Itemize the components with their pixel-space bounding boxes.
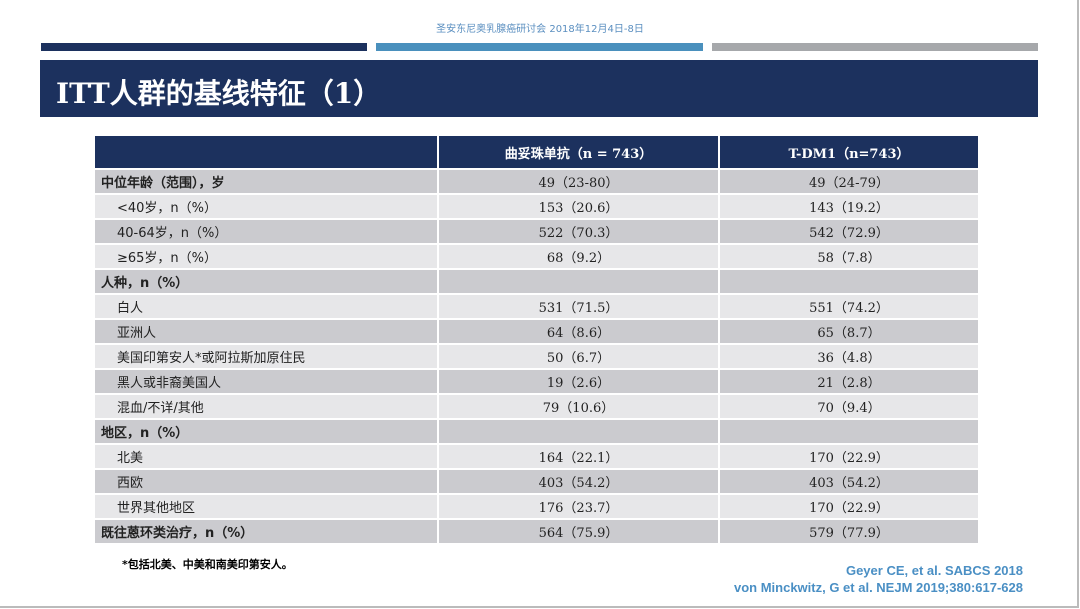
accent-bar-1	[41, 43, 367, 51]
row-label: ≥65岁，n（%）	[95, 243, 438, 269]
table-row: 西欧 403（54.2） 403（54.2）	[95, 468, 978, 494]
row-label: 北美	[95, 443, 438, 469]
trastuzumab-value: 64（8.6）	[437, 318, 719, 344]
row-label: 混血/不详/其他	[95, 393, 438, 419]
trastuzumab-value: 522（70.3）	[437, 218, 719, 244]
trastuzumab-value	[437, 268, 719, 294]
table-row: 世界其他地区 176（23.7） 170（22.9）	[95, 493, 978, 519]
table-row: 地区，n（%）	[95, 418, 978, 444]
col-header-label	[95, 136, 438, 169]
table-row: <40岁，n（%） 153（20.6） 143（19.2）	[95, 193, 978, 219]
tdm1-value: 49（24-79）	[718, 168, 978, 194]
row-label: 地区，n（%）	[95, 418, 438, 444]
conference-header: 圣安东尼奥乳腺癌研讨会 2018年12月4日-8日	[436, 24, 644, 35]
slide-title: ITT人群的基线特征（1）	[56, 77, 382, 110]
trastuzumab-value: 176（23.7）	[437, 493, 719, 519]
footnote: *包括北美、中美和南美印第安人。	[122, 558, 293, 571]
table-row: 白人 531（71.5） 551（74.2）	[95, 293, 978, 319]
trastuzumab-value: 50（6.7）	[437, 343, 719, 369]
row-label: 美国印第安人*或阿拉斯加原住民	[95, 343, 438, 369]
table-row: 既往蒽环类治疗，n（%） 564（75.9） 579（77.9）	[95, 518, 978, 543]
tdm1-value: 58（7.8）	[718, 243, 978, 269]
tdm1-value: 143（19.2）	[718, 193, 978, 219]
row-label: 人种，n（%）	[95, 268, 438, 294]
trastuzumab-value: 531（71.5）	[437, 293, 719, 319]
trastuzumab-value: 49（23-80）	[437, 168, 719, 194]
table-row: 亚洲人 64（8.6） 65（8.7）	[95, 318, 978, 344]
tdm1-value: 579（77.9）	[718, 518, 978, 543]
table-row: 美国印第安人*或阿拉斯加原住民 50（6.7） 36（4.8）	[95, 343, 978, 369]
accent-bar-3	[712, 43, 1038, 51]
table-row: 40-64岁，n（%） 522（70.3） 542（72.9）	[95, 218, 978, 244]
row-label: 既往蒽环类治疗，n（%）	[95, 518, 438, 543]
table-row: 黑人或非裔美国人 19（2.6） 21（2.8）	[95, 368, 978, 394]
table-header: 曲妥珠单抗（n = 743） T-DM1（n=743）	[95, 136, 978, 169]
row-label: 中位年龄（范围），岁	[95, 168, 438, 194]
accent-bar-2	[376, 43, 703, 51]
table-row: 中位年龄（范围），岁 49（23-80） 49（24-79）	[95, 168, 978, 194]
trastuzumab-value	[437, 418, 719, 444]
table-row: ≥65岁，n（%） 68（9.2） 58（7.8）	[95, 243, 978, 269]
trastuzumab-value: 164（22.1）	[437, 443, 719, 469]
row-label: 西欧	[95, 468, 438, 494]
row-label: <40岁，n（%）	[95, 193, 438, 219]
tdm1-value: 36（4.8）	[718, 343, 978, 369]
table-row: 北美 164（22.1） 170（22.9）	[95, 443, 978, 469]
tdm1-value: 170（22.9）	[718, 493, 978, 519]
tdm1-value	[718, 268, 978, 294]
trastuzumab-value: 403（54.2）	[437, 468, 719, 494]
tdm1-value: 403（54.2）	[718, 468, 978, 494]
row-label: 40-64岁，n（%）	[95, 218, 438, 244]
tdm1-value: 70（9.4）	[718, 393, 978, 419]
citation-1: Geyer CE, et al. SABCS 2018	[845, 563, 1023, 578]
table-row: 混血/不详/其他 79（10.6） 70（9.4）	[95, 393, 978, 419]
tdm1-value: 21（2.8）	[718, 368, 978, 394]
row-label: 黑人或非裔美国人	[95, 368, 438, 394]
citation-2: von Minckwitz, G et al. NEJM 2019;380:61…	[733, 580, 1023, 595]
title-bar: ITT人群的基线特征（1）	[40, 60, 1038, 117]
tdm1-value: 65（8.7）	[718, 318, 978, 344]
tdm1-value: 170（22.9）	[718, 443, 978, 469]
row-label: 亚洲人	[95, 318, 438, 344]
trastuzumab-value: 153（20.6）	[437, 193, 719, 219]
tdm1-value: 551（74.2）	[718, 293, 978, 319]
baseline-table: 曲妥珠单抗（n = 743） T-DM1（n=743） 中位年龄（范围），岁 49…	[95, 136, 978, 543]
trastuzumab-value: 564（75.9）	[437, 518, 719, 543]
row-label: 白人	[95, 293, 438, 319]
tdm1-value: 542（72.9）	[718, 218, 978, 244]
col-header-trastuzumab: 曲妥珠单抗（n = 743）	[437, 136, 719, 169]
citations: Geyer CE, et al. SABCS 2018 von Minckwit…	[734, 562, 1023, 596]
col-header-tdm1: T-DM1（n=743）	[718, 136, 978, 169]
trastuzumab-value: 79（10.6）	[437, 393, 719, 419]
row-label: 世界其他地区	[95, 493, 438, 519]
trastuzumab-value: 68（9.2）	[437, 243, 719, 269]
tdm1-value	[718, 418, 978, 444]
trastuzumab-value: 19（2.6）	[437, 368, 719, 394]
table-row: 人种，n（%）	[95, 268, 978, 294]
